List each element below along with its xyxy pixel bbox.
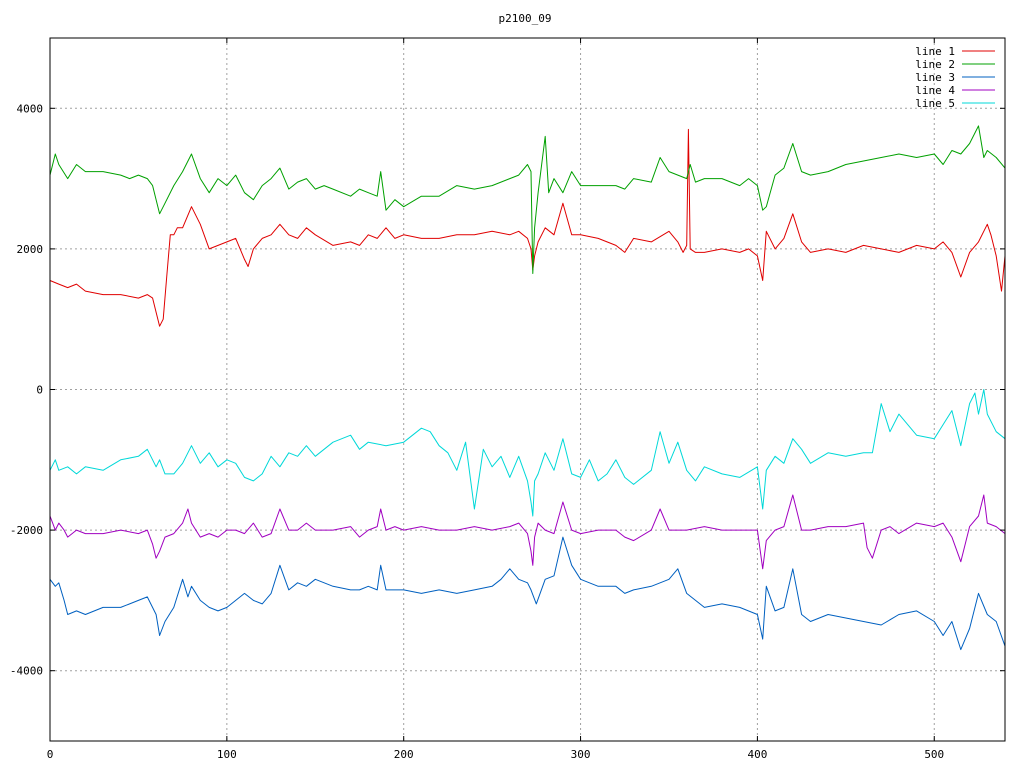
y-tick-label: -4000 xyxy=(10,665,43,678)
x-tick-label: 300 xyxy=(571,748,591,761)
y-tick-label: 4000 xyxy=(17,102,44,115)
series-line-5 xyxy=(49,389,1006,517)
series-line-4 xyxy=(49,494,1006,570)
legend-label: line 1 xyxy=(915,45,955,58)
axes: 0 100 200 300 400 500 -4000 -2000 0 2000 4000 xyxy=(10,38,1005,761)
legend-label: line 4 xyxy=(915,84,955,97)
y-tick-label: 2000 xyxy=(17,243,44,256)
series-line-1 xyxy=(49,128,1006,327)
x-tick-label: 400 xyxy=(747,748,767,761)
series-line-2 xyxy=(49,125,1006,274)
chart-title: p2100_09 xyxy=(499,12,552,25)
legend-label: line 5 xyxy=(915,97,955,110)
series-line-3 xyxy=(49,536,1006,651)
x-tick-label: 0 xyxy=(47,748,54,761)
y-tick-label: 0 xyxy=(36,384,43,397)
x-tick-label: 200 xyxy=(394,748,414,761)
x-tick-label: 500 xyxy=(924,748,944,761)
legend-label: line 3 xyxy=(915,71,955,84)
series-layer xyxy=(49,125,1006,651)
grid xyxy=(50,38,1005,741)
x-tick-label: 100 xyxy=(217,748,237,761)
y-tick-label: -2000 xyxy=(10,524,43,537)
legend-label: line 2 xyxy=(915,58,955,71)
